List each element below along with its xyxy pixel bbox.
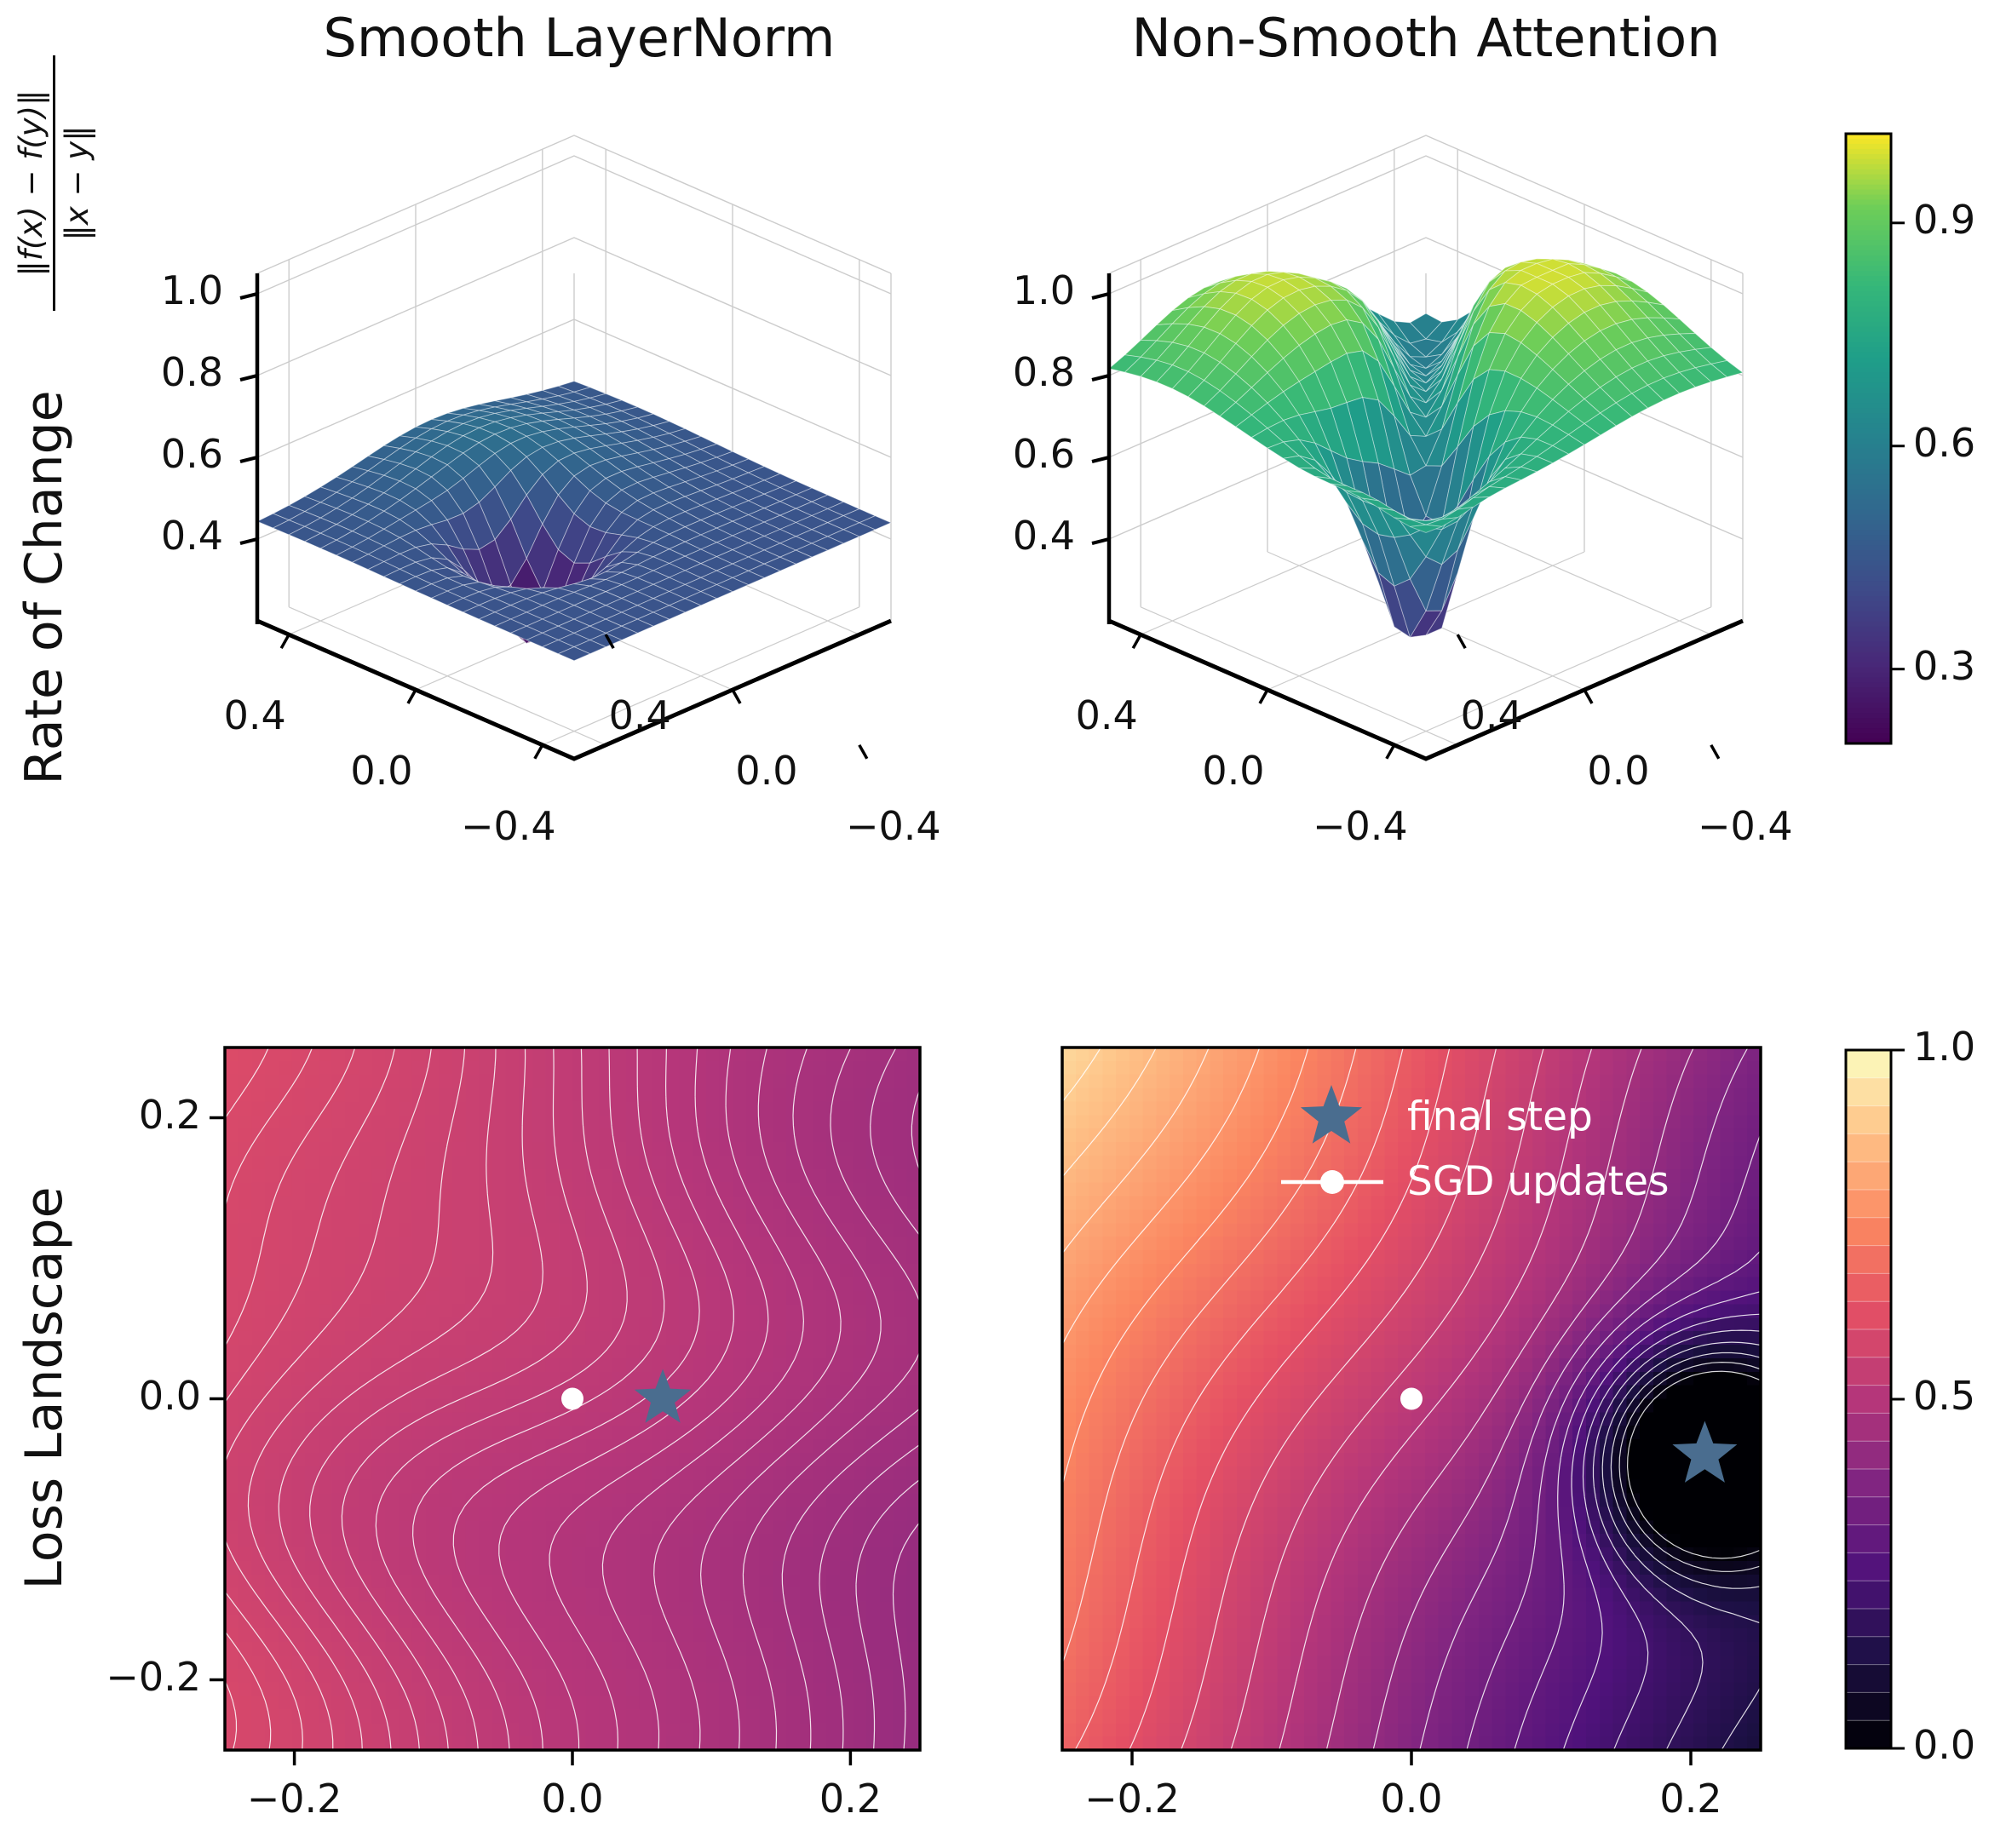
colorbar-tick-label: 0.9	[1913, 196, 1976, 243]
y-tick-label: 0.0	[138, 1372, 201, 1419]
legend	[1281, 1085, 1383, 1194]
x-tick-label: −0.2	[1084, 1776, 1180, 1822]
y-tick-label-3d: 0.4	[1460, 692, 1523, 739]
subplot-title-smooth-layernorm: Smooth LayerNorm	[323, 7, 836, 69]
z-tick-label: 0.8	[160, 349, 223, 395]
colorbar-rate-of-change	[1844, 132, 1905, 745]
z-tick-label: 1.0	[1012, 267, 1075, 313]
y-tick-label-3d: −0.4	[1697, 802, 1793, 849]
z-tick-label: 0.6	[160, 431, 223, 477]
x-tick-label: −0.2	[246, 1776, 342, 1822]
y-tick-label-3d: 0.0	[1587, 748, 1650, 794]
fraction-bar	[53, 55, 55, 311]
contour-plot-layernorm	[210, 1046, 922, 1765]
y-tick-label-3d: −0.4	[845, 802, 941, 849]
x-tick-label: 0.2	[1659, 1776, 1722, 1822]
row-label-rate-of-change: Rate of Change	[14, 390, 74, 785]
colorbar-tick-label: 0.6	[1913, 419, 1976, 466]
colorbar-tick-label: 0.5	[1913, 1373, 1976, 1419]
x-tick-label-3d: −0.4	[1312, 802, 1408, 849]
x-tick-label-3d: 0.4	[1075, 692, 1138, 739]
x-tick-label: 0.0	[1380, 1776, 1443, 1822]
legend-sgd-dot-icon	[1320, 1170, 1344, 1194]
legend-label-sgd-updates: SGD updates	[1407, 1158, 1670, 1205]
sgd-point-marker	[561, 1387, 583, 1410]
z-tick-label: 1.0	[160, 267, 223, 313]
legend-star-icon	[1300, 1085, 1363, 1144]
row-label-loss-landscape: Loss Landscape	[14, 1186, 74, 1590]
sgd-point-marker	[1400, 1387, 1423, 1410]
colorbar-loss	[1844, 1048, 1905, 1750]
final-step-star-marker	[634, 1369, 692, 1423]
z-tick-label: 0.4	[1012, 513, 1075, 559]
surface-plot-layernorm	[239, 135, 892, 761]
x-tick-label: 0.2	[819, 1776, 882, 1822]
colorbar-tick-label: 1.0	[1913, 1024, 1976, 1070]
contour-plot-attention	[1060, 1046, 1762, 1765]
z-axis-formula-label: ‖f(x) − f(y)‖ ‖x − y‖	[13, 43, 124, 324]
formula-numerator: ‖f(x) − f(y)‖	[13, 89, 49, 277]
x-tick-label-3d: 0.0	[1202, 748, 1265, 794]
x-tick-label: 0.0	[541, 1776, 604, 1822]
x-tick-label-3d: 0.4	[223, 692, 286, 739]
y-tick-label-3d: 0.0	[735, 748, 798, 794]
z-tick-label: 0.8	[1012, 349, 1075, 395]
x-tick-label-3d: 0.0	[350, 748, 413, 794]
formula-denominator: ‖x − y‖	[59, 125, 95, 241]
surface-plot-attention	[1091, 135, 1744, 761]
y-tick-label: 0.2	[138, 1091, 201, 1138]
subplot-title-nonsmooth-attention: Non-Smooth Attention	[1131, 7, 1721, 69]
colorbar-tick-label: 0.0	[1913, 1722, 1976, 1768]
y-tick-label-3d: 0.4	[608, 692, 671, 739]
colorbar-tick-label: 0.3	[1913, 642, 1976, 689]
final-step-star-marker	[1672, 1420, 1738, 1483]
y-tick-label: −0.2	[106, 1653, 201, 1700]
z-tick-label: 0.6	[1012, 431, 1075, 477]
x-tick-label-3d: −0.4	[460, 802, 556, 849]
legend-label-final-step: final step	[1407, 1093, 1593, 1140]
z-tick-label: 0.4	[160, 513, 223, 559]
